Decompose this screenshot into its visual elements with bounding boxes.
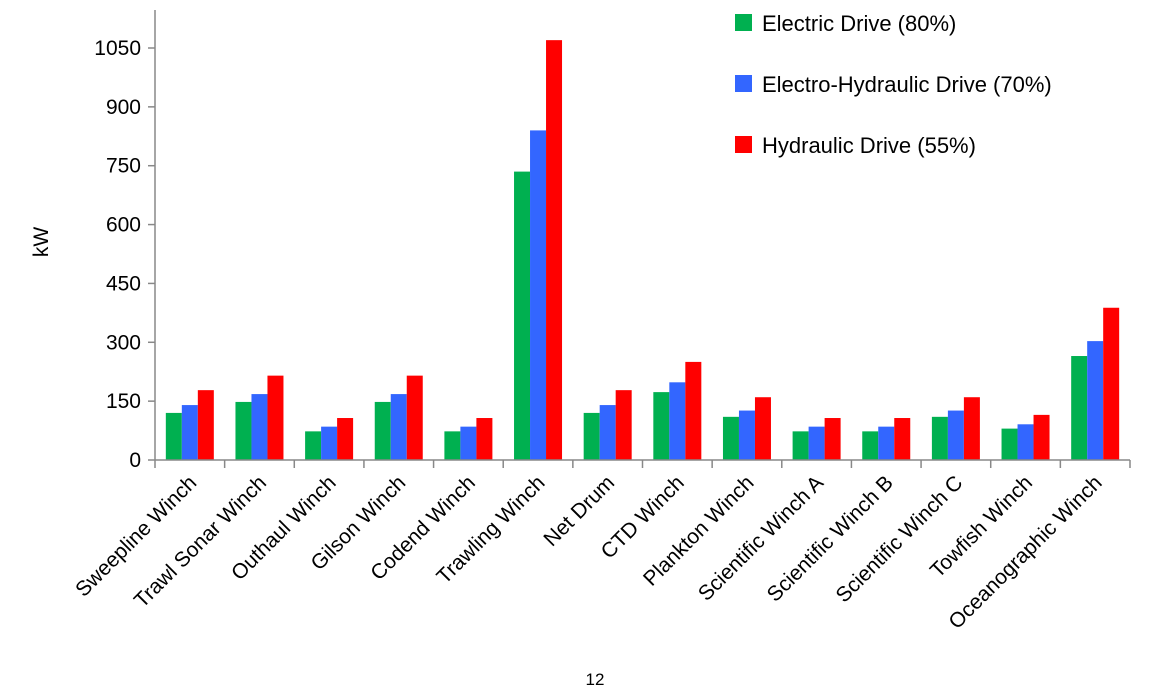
bar-plankton-winch-series-3 — [754, 397, 771, 460]
bar-trawling-winch-series-2 — [530, 130, 547, 460]
bar-sweepline-winch-series-3 — [197, 390, 214, 460]
x-category-label: Scientific Winch C — [832, 471, 968, 607]
y-tick-label: 900 — [106, 96, 141, 119]
x-axis-ticks — [154, 460, 1131, 468]
bar-scientific-winch-c-series-1 — [931, 416, 948, 460]
bar-scientific-winch-b-series-3 — [894, 418, 911, 460]
bar-gilson-winch-series-3 — [406, 375, 423, 460]
x-category-label: Scientific Winch A — [694, 471, 828, 605]
bar-sweepline-winch-series-1 — [165, 412, 182, 460]
y-axis-ticks: 0 150 300 450 600 750 900 1050 — [94, 37, 155, 472]
bar-trawling-winch-series-3 — [546, 40, 563, 461]
bar-scientific-winch-c-series-3 — [963, 397, 980, 460]
x-category-label: Sweepline Winch — [71, 471, 201, 601]
bar-oceanographic-winch-series-2 — [1087, 341, 1104, 460]
bar-outhaul-winch-series-1 — [305, 431, 322, 460]
bar-sweepline-winch-series-2 — [181, 405, 198, 460]
bars — [165, 40, 1120, 461]
bar-trawl-sonar-winch-series-3 — [267, 375, 284, 460]
bar-ctd-winch-series-2 — [669, 382, 686, 460]
bar-net-drum-series-3 — [615, 390, 632, 460]
bar-scientific-winch-c-series-2 — [947, 410, 964, 460]
bar-gilson-winch-series-2 — [390, 394, 407, 460]
bar-towfish-winch-series-3 — [1033, 414, 1050, 460]
bar-codend-winch-series-2 — [460, 426, 477, 460]
bar-scientific-winch-a-series-3 — [824, 418, 841, 460]
page-number: 12 — [586, 670, 605, 689]
legend: Electric Drive (80%) Electro-Hydraulic Dr… — [735, 11, 1052, 158]
bar-scientific-winch-a-series-2 — [808, 426, 825, 460]
x-category-label: Trawl Sonar Winch — [130, 471, 271, 612]
y-axis-title: kW — [30, 227, 53, 258]
legend-label: Electro-Hydraulic Drive (70%) — [762, 72, 1052, 97]
x-category-label: Scientific Winch B — [763, 471, 898, 606]
bar-scientific-winch-b-series-1 — [862, 431, 879, 460]
bar-trawl-sonar-winch-series-2 — [251, 394, 268, 460]
bar-ctd-winch-series-3 — [685, 361, 702, 460]
bar-scientific-winch-b-series-2 — [878, 426, 895, 460]
bar-outhaul-winch-series-2 — [321, 426, 338, 460]
bar-outhaul-winch-series-3 — [337, 418, 354, 460]
bar-oceanographic-winch-series-1 — [1071, 356, 1088, 460]
bar-ctd-winch-series-1 — [653, 392, 670, 460]
legend-swatch — [735, 75, 752, 92]
bar-oceanographic-winch-series-3 — [1103, 307, 1120, 460]
legend-label: Hydraulic Drive (55%) — [762, 133, 976, 158]
bar-trawl-sonar-winch-series-1 — [235, 401, 252, 460]
y-tick-label: 150 — [106, 390, 141, 413]
legend-swatch — [735, 14, 752, 31]
bar-scientific-winch-a-series-1 — [792, 431, 809, 460]
y-tick-label: 1050 — [94, 37, 141, 60]
bar-towfish-winch-series-2 — [1017, 424, 1034, 460]
bar-net-drum-series-2 — [599, 405, 616, 460]
bar-trawling-winch-series-1 — [514, 171, 531, 460]
legend-label: Electric Drive (80%) — [762, 11, 956, 36]
y-tick-label: 450 — [106, 272, 141, 295]
bar-codend-winch-series-1 — [444, 431, 461, 460]
y-tick-label: 0 — [129, 449, 141, 472]
y-tick-label: 600 — [106, 214, 141, 237]
y-tick-label: 750 — [106, 155, 141, 178]
bar-net-drum-series-1 — [583, 412, 600, 460]
legend-swatch — [735, 136, 752, 153]
bar-codend-winch-series-3 — [476, 418, 493, 460]
bar-gilson-winch-series-1 — [374, 401, 391, 460]
y-tick-label: 300 — [106, 331, 141, 354]
bar-towfish-winch-series-1 — [1001, 428, 1018, 460]
bar-plankton-winch-series-1 — [722, 416, 739, 460]
bar-plankton-winch-series-2 — [738, 410, 755, 460]
